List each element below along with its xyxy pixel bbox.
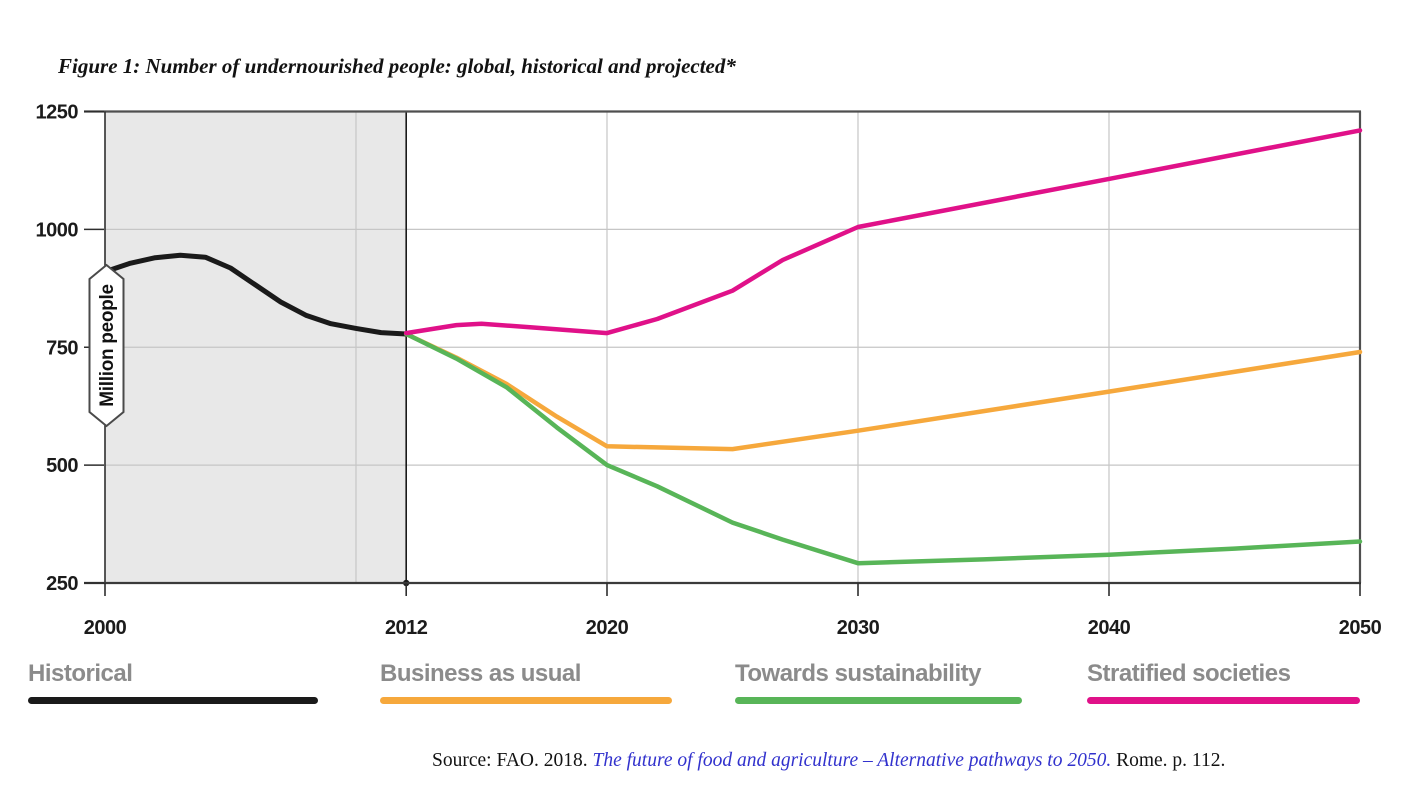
x-tick-label: 2020 xyxy=(586,617,629,639)
y-axis-label-banner xyxy=(88,263,125,428)
x-tick-label: 2012 xyxy=(385,617,428,639)
legend-swatch-bar xyxy=(1087,697,1360,704)
figure-title: Figure 1: Number of undernourished peopl… xyxy=(58,54,736,78)
source-suffix: Rome. p. 112. xyxy=(1111,750,1226,771)
y-tick-label: 1000 xyxy=(36,219,79,241)
legend-item-stratified-societies: Stratified societies xyxy=(1087,660,1360,704)
x-tick-label: 2030 xyxy=(837,617,880,639)
source-prefix: Source: FAO. 2018. xyxy=(432,750,593,771)
y-tick-label: 750 xyxy=(46,337,78,359)
series-line-towards-sustainability xyxy=(403,331,1363,566)
legend: Historical Business as usual Towards sus… xyxy=(0,660,1417,720)
x-tick-label: 2040 xyxy=(1088,617,1131,639)
legend-label: Business as usual xyxy=(380,660,581,687)
legend-item-historical: Historical xyxy=(28,660,318,704)
x-tick-label: 2050 xyxy=(1339,617,1382,639)
source-title-link[interactable]: The future of food and agriculture – Alt… xyxy=(592,750,1112,771)
legend-item-business-as-usual: Business as usual xyxy=(380,660,672,704)
legend-label: Towards sustainability xyxy=(735,660,981,687)
legend-swatch-bar xyxy=(735,697,1022,704)
y-tick-label: 250 xyxy=(46,573,78,595)
y-axis-label: Million people xyxy=(97,284,118,406)
legend-item-towards-sustainability: Towards sustainability xyxy=(735,660,1022,704)
series-line-business-as-usual xyxy=(403,331,1363,452)
line-chart: 1250 1000 750 500 250 2000 2012 2020 2030 2040 205… xyxy=(36,102,1383,640)
source-citation: Source: FAO. 2018. The future of food an… xyxy=(432,750,1225,772)
series-line-historical xyxy=(102,252,409,337)
series-line-stratified-societies xyxy=(403,128,1363,336)
legend-swatch-bar xyxy=(28,697,318,704)
legend-label: Historical xyxy=(28,660,133,687)
y-tick-label: 1250 xyxy=(36,102,79,124)
legend-swatch-bar xyxy=(380,697,672,704)
legend-label: Stratified societies xyxy=(1087,660,1291,687)
y-tick-label: 500 xyxy=(46,455,78,477)
x-tick-label: 2000 xyxy=(84,617,127,639)
